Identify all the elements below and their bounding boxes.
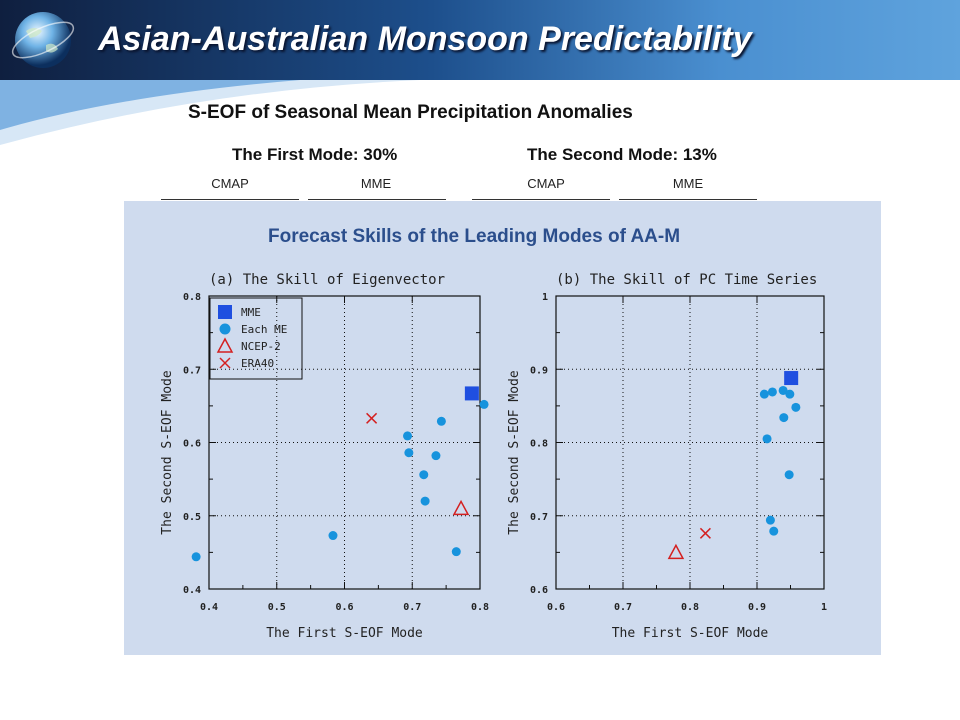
forecast-skill-panel [124,201,881,655]
first-mode-label: The First Mode: 30% [232,145,398,164]
decorative-swoosh [0,80,420,145]
globe-icon [11,12,75,68]
slide-subtitle: S-EOF of Seasonal Mean Precipitation Ano… [188,102,633,123]
dataset-label-mme-2: MME [672,176,704,191]
dataset-label-cmap-1: CMAP [211,176,249,191]
dataset-label-cmap-2: CMAP [527,176,565,191]
map-edge [161,199,299,200]
second-mode-label: The Second Mode: 13% [527,145,717,164]
slide-title: Asian-Australian Monsoon Predictability [98,20,752,58]
dataset-label-mme-1: MME [360,176,392,191]
map-edge [472,199,610,200]
panel-title: Forecast Skills of the Leading Modes of … [268,226,681,247]
map-edge [619,199,757,200]
map-edge [308,199,446,200]
header-bar: Asian-Australian Monsoon Predictability [0,0,960,80]
